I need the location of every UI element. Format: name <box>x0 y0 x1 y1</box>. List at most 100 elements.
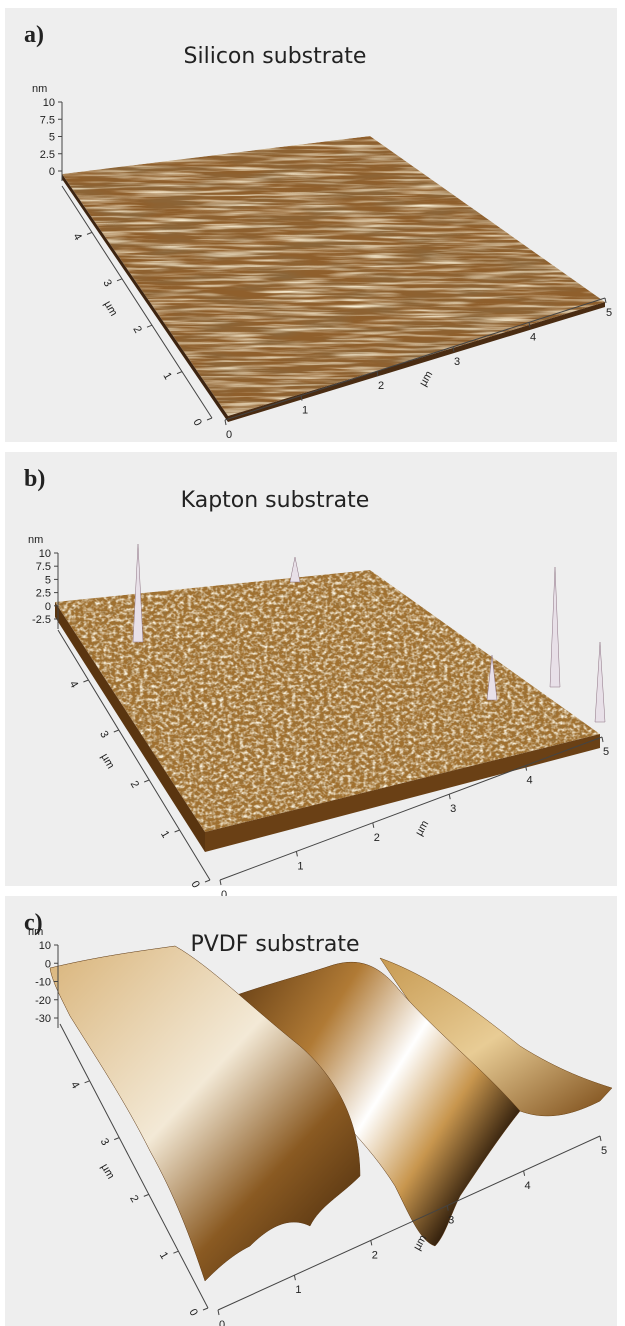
surface-edge <box>205 734 600 852</box>
y-tick-label: 2 <box>130 324 143 335</box>
surface-spike <box>132 543 144 643</box>
panel: b)Kapton substratenm107.552.50-2.501234µ… <box>5 452 617 901</box>
x-tick <box>525 765 528 771</box>
y-tick <box>173 1250 179 1254</box>
x-tick-label: 1 <box>302 405 308 417</box>
z-tick-label: -20 <box>35 995 51 1007</box>
z-tick-label: 7.5 <box>40 114 55 126</box>
x-tick <box>372 822 375 828</box>
y-tick <box>116 278 123 282</box>
y-tick <box>143 1193 149 1197</box>
z-tick-label: 10 <box>39 548 51 560</box>
y-tick-label: 0 <box>186 1307 199 1318</box>
z-axis-unit: nm <box>28 534 43 546</box>
z-tick-label: 0 <box>45 958 51 970</box>
z-tick-label: 10 <box>39 940 51 952</box>
y-tick <box>204 879 211 883</box>
surface-spike <box>594 641 606 723</box>
z-axis-unit: nm <box>32 83 47 95</box>
z-tick-label: 0 <box>49 166 55 178</box>
x-tick-label: 4 <box>525 1180 531 1192</box>
y-tick <box>176 371 183 375</box>
x-tick-label: 2 <box>374 832 380 844</box>
y-tick <box>86 231 93 235</box>
x-tick <box>370 1240 373 1246</box>
y-tick-label: 1 <box>157 1250 170 1261</box>
x-tick-label: 1 <box>297 860 303 872</box>
z-tick-label: 5 <box>45 574 51 586</box>
panel: a)Silicon substratenm107.552.5001234µm01… <box>5 8 617 442</box>
y-tick-label: 2 <box>128 779 141 790</box>
panel-label: c) <box>24 910 43 936</box>
x-tick <box>528 322 531 328</box>
z-tick-label: -30 <box>35 1013 51 1025</box>
y-axis <box>59 1023 209 1309</box>
x-tick <box>300 395 303 401</box>
x-tick-label: 4 <box>527 775 533 787</box>
y-tick-label: 1 <box>158 829 171 840</box>
x-tick-label: 4 <box>530 331 536 343</box>
surface-spike <box>549 566 561 688</box>
x-tick <box>219 879 222 886</box>
y-tick <box>206 417 213 421</box>
panel-title: PVDF substrate <box>190 932 359 957</box>
surface-edge <box>62 174 228 422</box>
x-tick <box>295 851 298 857</box>
z-tick-label: 2.5 <box>36 588 51 600</box>
x-tick-label: 1 <box>295 1284 301 1296</box>
x-tick <box>604 297 607 304</box>
panel-title: Silicon substrate <box>184 44 367 69</box>
surface-spike <box>289 556 301 583</box>
panel-label: b) <box>24 466 45 492</box>
x-tick <box>224 419 227 426</box>
y-tick <box>144 779 150 783</box>
x-tick-label: 5 <box>601 1145 607 1157</box>
x-tick-label: 2 <box>378 380 384 392</box>
x-tick <box>217 1309 220 1316</box>
y-tick-label: 4 <box>68 1080 81 1091</box>
surface-spike <box>486 654 498 701</box>
x-tick-label: 3 <box>450 803 456 815</box>
y-tick-label: 4 <box>70 231 83 242</box>
y-tick-label: 1 <box>160 370 173 381</box>
x-tick-label: 2 <box>372 1249 378 1261</box>
y-tick <box>174 829 180 833</box>
panel-label: a) <box>24 22 44 48</box>
z-tick-label: 0 <box>45 601 51 613</box>
x-tick <box>293 1275 296 1281</box>
z-tick-label: 10 <box>43 97 55 109</box>
x-tick-label: 5 <box>603 746 609 758</box>
y-tick-label: 4 <box>67 679 80 690</box>
surface-edge <box>55 602 205 852</box>
y-tick-label: 3 <box>100 278 113 289</box>
y-tick <box>113 729 119 733</box>
y-axis <box>61 185 213 419</box>
x-axis <box>217 1135 601 1311</box>
surface-ridge <box>49 945 361 1282</box>
panel-title: Kapton substrate <box>181 488 370 513</box>
x-tick-label: 0 <box>219 1319 225 1326</box>
y-tick <box>202 1307 209 1311</box>
x-tick <box>523 1170 526 1176</box>
z-axis-unit: nm <box>28 926 43 938</box>
y-tick-label: 2 <box>127 1193 140 1204</box>
y-tick <box>84 1080 90 1084</box>
x-tick <box>452 346 455 352</box>
x-tick-label: 3 <box>448 1215 454 1227</box>
y-tick <box>146 324 153 328</box>
y-tick <box>114 1137 120 1141</box>
z-tick-label: 2.5 <box>40 149 55 161</box>
panel: c)PVDF substratenm100-10-20-3001234µm012… <box>5 896 617 1326</box>
x-tick <box>601 736 604 743</box>
z-tick-label: -10 <box>35 977 51 989</box>
z-tick-label: -2.5 <box>32 614 51 626</box>
x-tick-label: 3 <box>454 356 460 368</box>
x-tick-label: 5 <box>606 307 612 319</box>
surface-edge <box>228 302 605 422</box>
y-axis <box>57 629 211 881</box>
z-tick-label: 5 <box>49 132 55 144</box>
y-tick-label: 3 <box>97 729 110 740</box>
x-tick-label: 0 <box>221 889 227 901</box>
